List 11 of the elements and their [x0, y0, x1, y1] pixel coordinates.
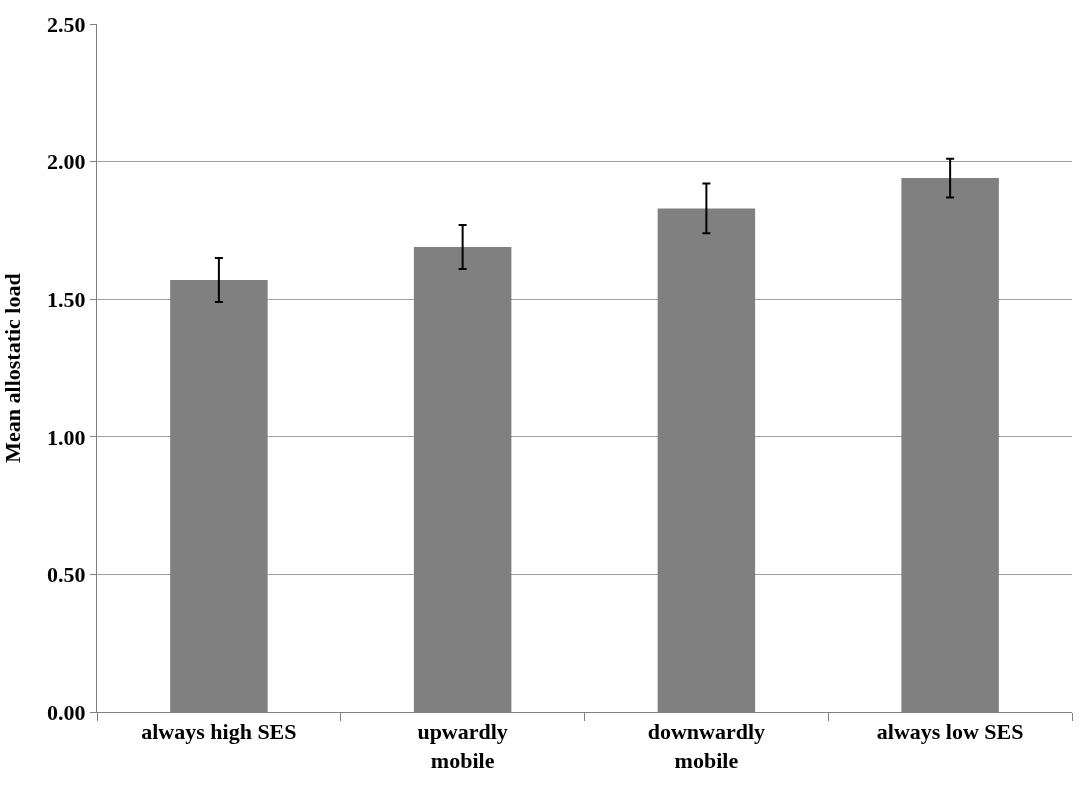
y-tick-label: 1.00: [47, 424, 86, 450]
y-tick-label: 2.50: [47, 11, 86, 37]
y-tick-label: 0.50: [47, 562, 86, 588]
y-tick-label: 0.00: [47, 699, 86, 725]
x-tick-label: downwardly mobile: [647, 719, 766, 773]
x-tick-label: always low SES: [876, 719, 1024, 745]
y-tick-label: 1.50: [47, 286, 86, 312]
x-tick-label: always high SES: [141, 719, 297, 745]
x-tick-label: upwardly mobile: [417, 719, 508, 773]
y-axis-title: Mean allostatic load: [0, 273, 25, 463]
y-tick-label: 2.00: [47, 149, 86, 175]
